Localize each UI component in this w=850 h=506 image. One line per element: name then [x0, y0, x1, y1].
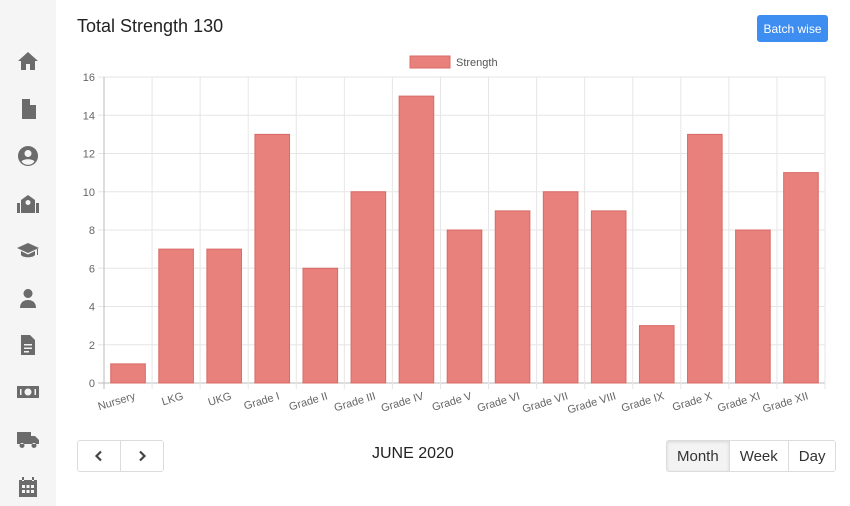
- page-title: Total Strength 130: [77, 16, 224, 36]
- calendar-icon[interactable]: [16, 475, 40, 499]
- x-tick-label: Grade II: [288, 390, 330, 413]
- bar: [494, 210, 531, 384]
- bar: [687, 133, 723, 384]
- bar: [110, 363, 146, 384]
- y-tick-label: 12: [83, 149, 95, 161]
- x-tick-label: Grade XI: [716, 390, 762, 414]
- y-tick-label: 16: [83, 72, 95, 84]
- x-tick-label: UKG: [207, 390, 233, 408]
- x-tick-label: Grade VI: [476, 390, 522, 414]
- x-tick-label: Grade XII: [761, 390, 810, 415]
- money-icon[interactable]: [16, 380, 40, 404]
- chevron-left-icon: [94, 450, 102, 462]
- bar: [542, 191, 579, 384]
- bar: [783, 172, 819, 384]
- period-label: JUNE 2020: [372, 445, 454, 462]
- next-period-button[interactable]: [120, 441, 163, 471]
- x-tick-label: Nursery: [97, 390, 138, 413]
- bar: [254, 133, 291, 384]
- legend-swatch: [409, 55, 451, 69]
- period-nav: [77, 440, 164, 472]
- x-tick-label: LKG: [160, 390, 185, 408]
- report-icon[interactable]: [16, 333, 40, 357]
- x-tick-label: Grade V: [431, 390, 474, 414]
- day-view-button[interactable]: Day: [787, 441, 836, 471]
- bar: [638, 325, 675, 384]
- x-tick-label: Grade IX: [620, 390, 666, 415]
- batch-wise-button[interactable]: Batch wise: [757, 15, 828, 42]
- bar: [158, 248, 194, 384]
- view-switcher: Month Week Day: [666, 440, 837, 472]
- x-tick-label: Grade VIII: [566, 390, 617, 416]
- month-view-button[interactable]: Month: [667, 441, 729, 471]
- home-icon[interactable]: [16, 49, 40, 73]
- y-tick-label: 2: [89, 340, 95, 352]
- y-tick-label: 6: [89, 263, 95, 275]
- bar: [446, 229, 483, 384]
- teacher-icon[interactable]: [16, 287, 40, 311]
- x-tick-label: Grade VII: [521, 390, 570, 415]
- prev-period-button[interactable]: [78, 441, 120, 471]
- bar: [398, 95, 435, 384]
- x-tick-label: Grade III: [333, 390, 377, 414]
- sidebar: [0, 0, 56, 506]
- bar: [206, 248, 242, 384]
- bar: [350, 191, 387, 384]
- legend-label: Strength: [456, 57, 498, 69]
- x-tick-label: Grade X: [671, 390, 714, 414]
- strength-bar-chart: 0 2 4 6 8 10 12 14 16 Nursery LKG UKG Grade I Grade I…: [83, 55, 826, 417]
- x-tick-label: Grade IV: [380, 390, 426, 415]
- graduation-cap-icon[interactable]: [16, 239, 40, 263]
- bar: [590, 210, 627, 384]
- y-tick-label: 4: [89, 302, 95, 314]
- school-icon[interactable]: [16, 192, 40, 216]
- bar: [302, 267, 339, 384]
- user-circle-icon[interactable]: [16, 144, 40, 168]
- x-tick-label: Grade I: [243, 390, 282, 412]
- y-tick-label: 10: [83, 187, 95, 199]
- y-tick-label: 0: [89, 378, 95, 390]
- y-tick-label: 8: [89, 225, 95, 237]
- document-icon[interactable]: [16, 97, 40, 121]
- bar: [735, 229, 771, 384]
- y-tick-label: 14: [83, 110, 95, 122]
- truck-icon[interactable]: [16, 427, 40, 451]
- week-view-button[interactable]: Week: [728, 441, 788, 471]
- chevron-right-icon: [139, 450, 147, 462]
